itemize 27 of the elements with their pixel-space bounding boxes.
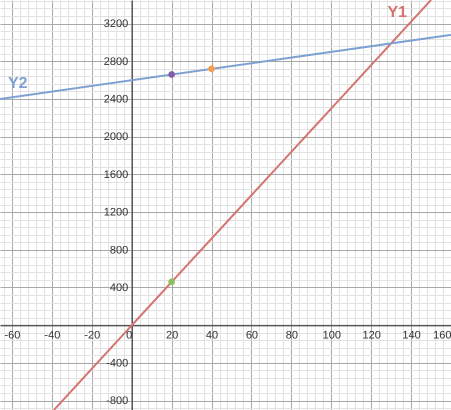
- y-tick-label: 2000: [104, 131, 128, 144]
- x-tick-label: 100: [322, 330, 341, 342]
- series-label: Y2: [8, 74, 28, 92]
- x-tick-label: 140: [402, 330, 421, 342]
- y-tick-label: 1600: [104, 168, 128, 181]
- x-tick-label: 0: [126, 330, 132, 342]
- x-tick-label: 80: [286, 330, 298, 342]
- x-tick-label: 60: [246, 330, 258, 342]
- x-tick-label: 120: [362, 330, 381, 342]
- point: [208, 65, 215, 72]
- x-tick-label: 160: [433, 330, 451, 342]
- y-tick-label: -400: [106, 357, 128, 370]
- y-tick-label: 400: [110, 282, 128, 294]
- x-tick-label: 40: [206, 330, 218, 342]
- y-tick-label: 2400: [104, 93, 128, 106]
- x-tick-label: -40: [44, 330, 60, 342]
- y-tick-label: 3200: [104, 18, 128, 30]
- x-tick-label: -20: [84, 330, 100, 342]
- point: [168, 71, 175, 78]
- x-tick-label: 20: [166, 330, 178, 342]
- point: [168, 278, 175, 286]
- y-tick-label: -800: [106, 395, 128, 408]
- series-label: Y1: [387, 4, 408, 21]
- y-tick-label: 2800: [104, 56, 128, 68]
- x-tick-label: -60: [4, 330, 20, 342]
- y-tick-label: 800: [110, 244, 128, 256]
- y-tick-label: 1200: [104, 206, 128, 219]
